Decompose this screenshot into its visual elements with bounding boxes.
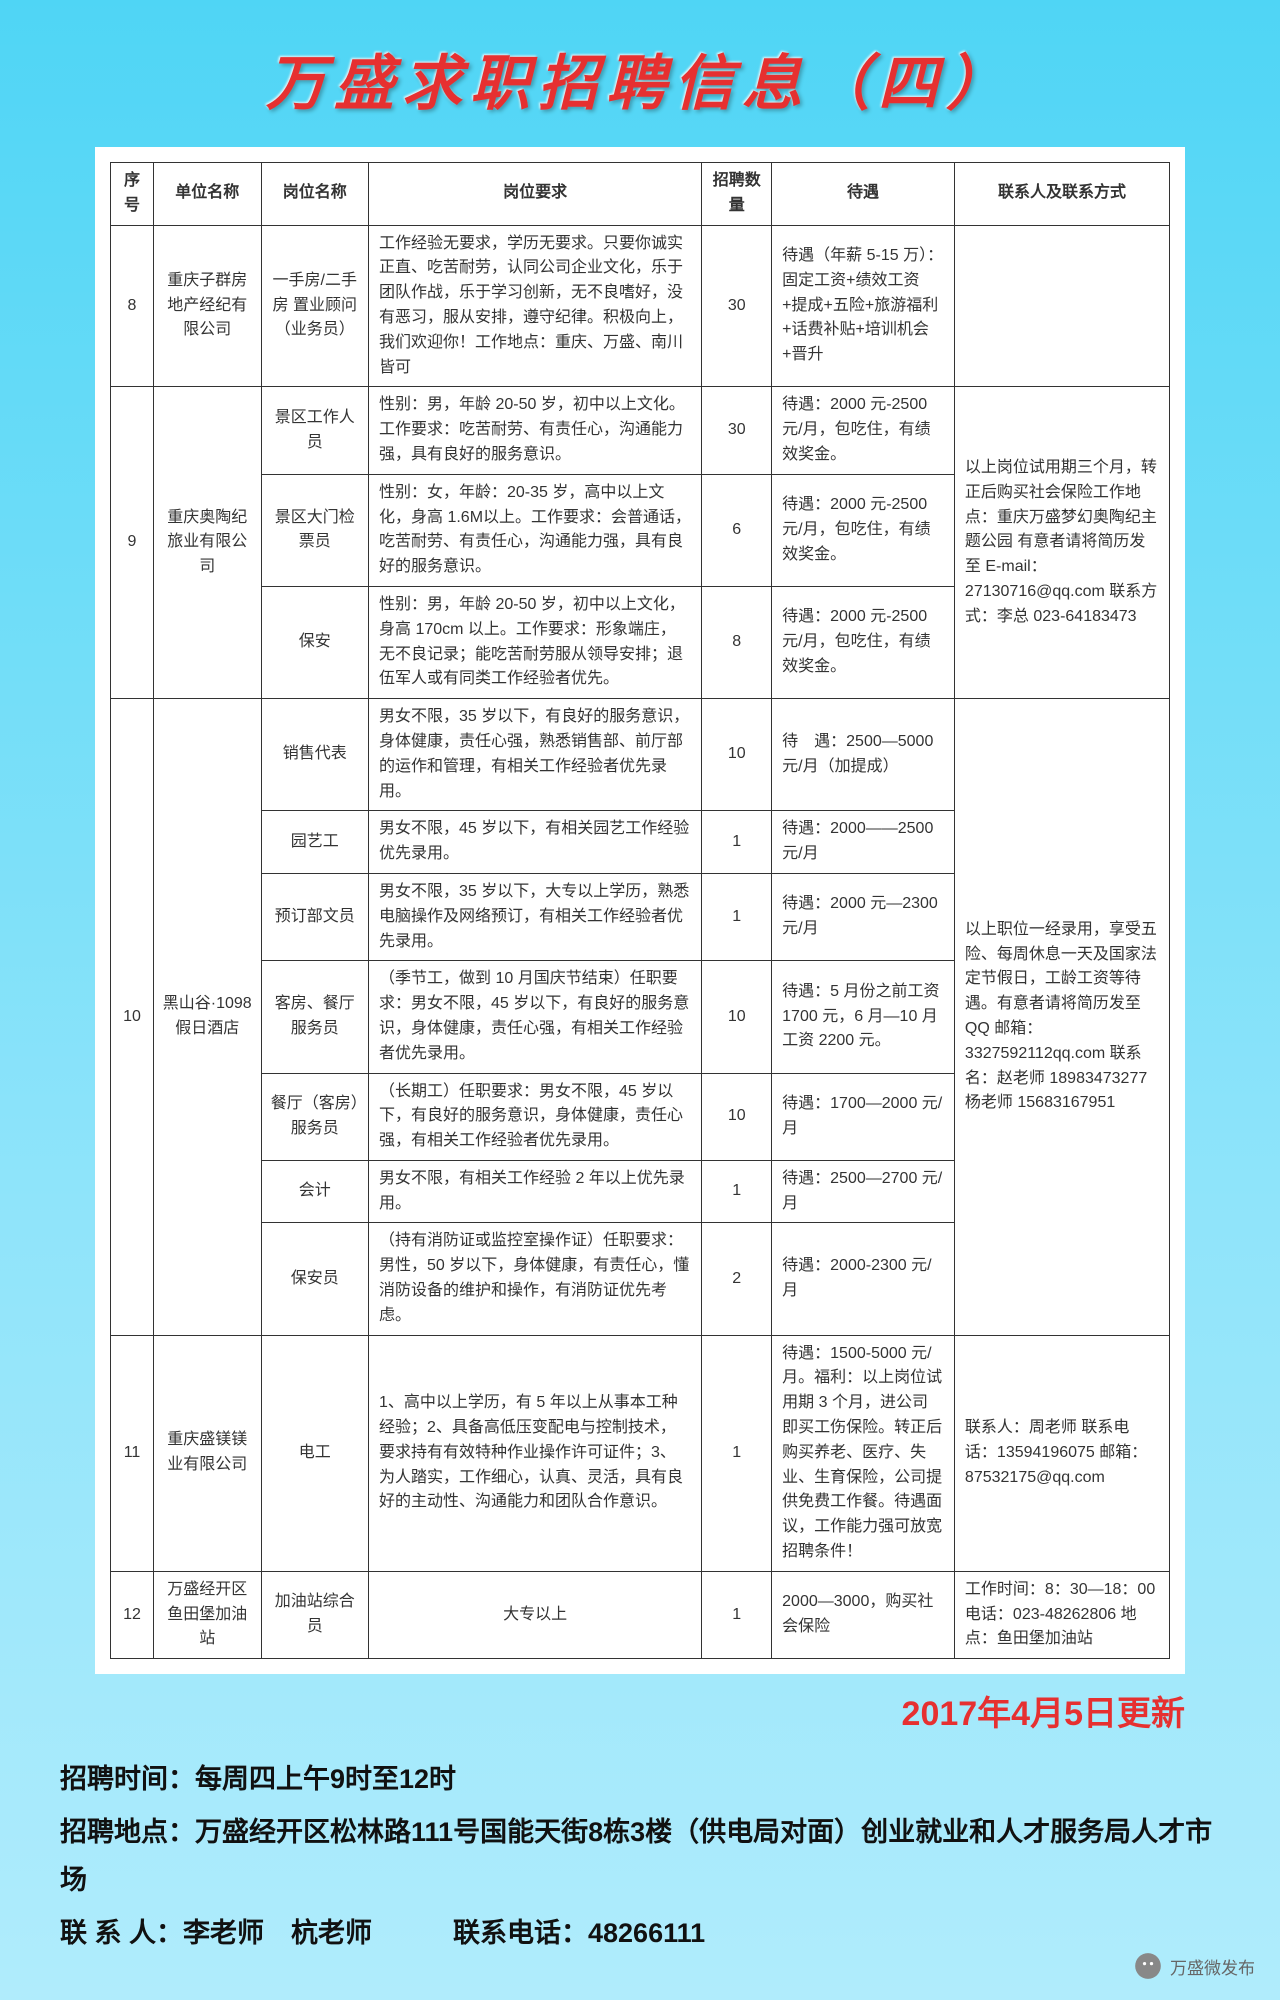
footer-contact: 联 系 人：李老师 杭老师 联系电话：48266111	[60, 1909, 1220, 1958]
cell-req: （长期工）任职要求：男女不限，45 岁以下，有良好的服务意识，身体健康，责任心强…	[369, 1073, 702, 1160]
cell-seq: 12	[111, 1571, 154, 1658]
cell-count: 30	[702, 225, 772, 387]
cell-pay: 待遇：2000 元-2500 元/月，包吃住，有绩效奖金。	[772, 586, 955, 698]
table-row: 8 重庆子群房地产经纪有限公司 一手房/二手房 置业顾问（业务员） 工作经验无要…	[111, 225, 1170, 387]
cell-position: 电工	[261, 1335, 369, 1571]
cell-company: 重庆奥陶纪旅业有限公司	[154, 387, 262, 699]
cell-req: 工作经验无要求，学历无要求。只要你诚实正直、吃苦耐劳，认同公司企业文化，乐于团队…	[369, 225, 702, 387]
cell-pay: 待遇：1500-5000 元/月。福利：以上岗位试用期 3 个月，进公司即买工伤…	[772, 1335, 955, 1571]
cell-count: 30	[702, 387, 772, 474]
cell-position: 销售代表	[261, 699, 369, 811]
cell-req: 男女不限，45 岁以下，有相关园艺工作经验优先录用。	[369, 811, 702, 874]
cell-position: 加油站综合员	[261, 1571, 369, 1658]
cell-count: 1	[702, 811, 772, 874]
watermark-text: 万盛微发布	[1170, 1954, 1255, 1979]
cell-position: 会计	[261, 1160, 369, 1223]
table-row: 9 重庆奥陶纪旅业有限公司 景区工作人员 性别：男，年龄 20-50 岁，初中以…	[111, 387, 1170, 474]
cell-count: 10	[702, 1073, 772, 1160]
cell-contact: 联系人：周老师 联系电话：13594196075 邮箱：87532175@qq.…	[954, 1335, 1169, 1571]
cell-count: 8	[702, 586, 772, 698]
cell-req: 男女不限，35 岁以下，大专以上学历，熟悉电脑操作及网络预订，有相关工作经验者优…	[369, 873, 702, 960]
cell-count: 2	[702, 1223, 772, 1335]
cell-req: 性别：女，年龄：20-35 岁，高中以上文化，身高 1.6M以上。工作要求：会普…	[369, 474, 702, 586]
cell-seq: 8	[111, 225, 154, 387]
cell-pay: 待 遇：2500—5000 元/月（加提成）	[772, 699, 955, 811]
cell-position: 客房、餐厅服务员	[261, 961, 369, 1073]
watermark: 万盛微发布	[1134, 1952, 1255, 1980]
cell-seq: 11	[111, 1335, 154, 1571]
cell-company: 万盛经开区鱼田堡加油站	[154, 1571, 262, 1658]
cell-pay: 待遇：2000 元-2500 元/月，包吃住，有绩效奖金。	[772, 387, 955, 474]
cell-contact: 工作时间：8：30—18：00 电话：023-48262806 地点：鱼田堡加油…	[954, 1571, 1169, 1658]
cell-req: 大专以上	[369, 1571, 702, 1658]
cell-pay: 待遇：2000 元-2500 元/月，包吃住，有绩效奖金。	[772, 474, 955, 586]
cell-position: 景区工作人员	[261, 387, 369, 474]
cell-pay: 待遇：5 月份之前工资 1700 元，6 月—10 月工资 2200 元。	[772, 961, 955, 1073]
cell-position: 园艺工	[261, 811, 369, 874]
table-container: 序号 单位名称 岗位名称 岗位要求 招聘数量 待遇 联系人及联系方式 8 重庆子…	[95, 147, 1185, 1674]
cell-pay: 待遇：2000——2500 元/月	[772, 811, 955, 874]
cell-count: 6	[702, 474, 772, 586]
cell-company: 重庆子群房地产经纪有限公司	[154, 225, 262, 387]
footer-block: 招聘时间：每周四上午9时至12时 招聘地点：万盛经开区松林路111号国能天街8栋…	[60, 1755, 1220, 1957]
cell-position: 餐厅（客房）服务员	[261, 1073, 369, 1160]
th-seq: 序号	[111, 163, 154, 226]
cell-req: 1、高中以上学历，有 5 年以上从事本工种经验；2、具备高低压变配电与控制技术，…	[369, 1335, 702, 1571]
cell-contact: 以上职位一经录用，享受五险、每周休息一天及国家法定节假日，工龄工资等待遇。有意者…	[954, 699, 1169, 1336]
cell-company: 黑山谷·1098假日酒店	[154, 699, 262, 1336]
th-count: 招聘数量	[702, 163, 772, 226]
cell-req: 性别：男，年龄 20-50 岁，初中以上文化，身高 170cm 以上。工作要求：…	[369, 586, 702, 698]
cell-pay: 2000—3000，购买社会保险	[772, 1571, 955, 1658]
th-position: 岗位名称	[261, 163, 369, 226]
footer-time: 招聘时间：每周四上午9时至12时	[60, 1755, 1220, 1804]
table-row: 10 黑山谷·1098假日酒店 销售代表 男女不限，35 岁以下，有良好的服务意…	[111, 699, 1170, 811]
cell-position: 一手房/二手房 置业顾问（业务员）	[261, 225, 369, 387]
th-req: 岗位要求	[369, 163, 702, 226]
cell-req: （持有消防证或监控室操作证）任职要求：男性，50 岁以下，身体健康，有责任心，懂…	[369, 1223, 702, 1335]
table-row: 11 重庆盛镁镁业有限公司 电工 1、高中以上学历，有 5 年以上从事本工种经验…	[111, 1335, 1170, 1571]
update-date: 2017年4月5日更新	[0, 1686, 1185, 1735]
cell-seq: 9	[111, 387, 154, 699]
cell-req: 性别：男，年龄 20-50 岁，初中以上文化。工作要求：吃苦耐劳、有责任心，沟通…	[369, 387, 702, 474]
table-header-row: 序号 单位名称 岗位名称 岗位要求 招聘数量 待遇 联系人及联系方式	[111, 163, 1170, 226]
cell-position: 景区大门检票员	[261, 474, 369, 586]
cell-seq: 10	[111, 699, 154, 1336]
th-pay: 待遇	[772, 163, 955, 226]
cell-pay: 待遇：1700—2000 元/月	[772, 1073, 955, 1160]
cell-count: 10	[702, 699, 772, 811]
wechat-icon	[1134, 1952, 1162, 1980]
cell-company: 重庆盛镁镁业有限公司	[154, 1335, 262, 1571]
cell-count: 10	[702, 961, 772, 1073]
table-row: 12 万盛经开区鱼田堡加油站 加油站综合员 大专以上 1 2000—3000，购…	[111, 1571, 1170, 1658]
cell-position: 预订部文员	[261, 873, 369, 960]
cell-pay: 待遇：2500—2700 元/月	[772, 1160, 955, 1223]
cell-pay: 待遇（年薪 5-15 万）：固定工资+绩效工资+提成+五险+旅游福利+话费补贴+…	[772, 225, 955, 387]
cell-count: 1	[702, 1160, 772, 1223]
cell-req: 男女不限，有相关工作经验 2 年以上优先录用。	[369, 1160, 702, 1223]
cell-req: 男女不限，35 岁以下，有良好的服务意识，身体健康，责任心强，熟悉销售部、前厅部…	[369, 699, 702, 811]
cell-count: 1	[702, 1335, 772, 1571]
cell-pay: 待遇：2000 元—2300 元/月	[772, 873, 955, 960]
cell-pay: 待遇：2000-2300 元/月	[772, 1223, 955, 1335]
cell-contact	[954, 225, 1169, 387]
cell-position: 保安员	[261, 1223, 369, 1335]
th-company: 单位名称	[154, 163, 262, 226]
cell-count: 1	[702, 1571, 772, 1658]
th-contact: 联系人及联系方式	[954, 163, 1169, 226]
cell-req: （季节工，做到 10 月国庆节结束）任职要求：男女不限，45 岁以下，有良好的服…	[369, 961, 702, 1073]
page-title: 万盛求职招聘信息（四）	[0, 0, 1280, 147]
cell-position: 保安	[261, 586, 369, 698]
cell-count: 1	[702, 873, 772, 960]
cell-contact: 以上岗位试用期三个月，转正后购买社会保险工作地点：重庆万盛梦幻奥陶纪主题公园 有…	[954, 387, 1169, 699]
footer-addr: 招聘地点：万盛经开区松林路111号国能天街8栋3楼（供电局对面）创业就业和人才服…	[60, 1808, 1220, 1905]
jobs-table: 序号 单位名称 岗位名称 岗位要求 招聘数量 待遇 联系人及联系方式 8 重庆子…	[110, 162, 1170, 1659]
